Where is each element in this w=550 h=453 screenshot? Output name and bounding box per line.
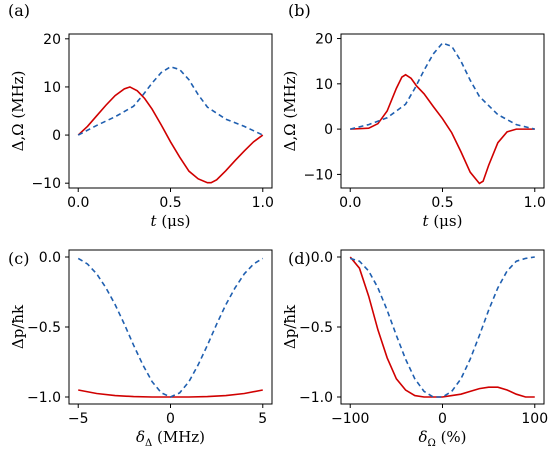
y-axis-label: Δp/ħk [281, 304, 299, 349]
panel-label: (d) [288, 249, 311, 268]
x-tick-label: −5 [68, 411, 89, 427]
y-axis-label: Δ,Ω (MHz) [281, 71, 299, 152]
x-axis-label: δΔ (MHz) [136, 428, 205, 449]
x-tick-label: 0.0 [339, 195, 361, 211]
x-tick-label: 5 [258, 411, 267, 427]
solid-series-line [77, 86, 264, 184]
dashed-series-line [77, 65, 264, 136]
panel-label: (b) [288, 1, 311, 20]
y-tick-label: 10 [43, 80, 61, 96]
y-tick-label: −10 [303, 167, 333, 183]
y-axis-label: Δp/ħk [9, 304, 27, 349]
y-tick-label: −1.0 [27, 390, 61, 406]
y-tick-label: 20 [43, 32, 61, 48]
axes-frame [340, 33, 545, 189]
dashed-series-line [77, 257, 264, 398]
y-tick-label: 10 [315, 77, 333, 93]
y-tick-label: 0.0 [311, 250, 333, 266]
panel-label: (a) [8, 1, 30, 20]
y-tick-label: 0.0 [39, 250, 61, 266]
y-tick-label: −0.5 [299, 320, 333, 336]
axes-frame [68, 249, 273, 405]
panel-d: (d) −100 0 100 −1.0 −0.5 0.0 δΩ (%) Δp/ħk [281, 249, 548, 449]
x-tick-label: 0.0 [67, 195, 89, 211]
solid-series-line [350, 73, 535, 185]
x-tick-label: 0.5 [431, 195, 453, 211]
y-tick-label: −0.5 [27, 320, 61, 336]
solid-series-line [78, 389, 263, 398]
x-axis-label: t (μs) [423, 212, 463, 230]
panel-a: (a) 0.0 0.5 1.0 −10 0 10 20 t (μs) Δ,Ω (MHz) [8, 1, 274, 230]
x-tick-label: 1.0 [252, 195, 274, 211]
x-tick-label: 100 [521, 411, 548, 427]
y-tick-label: −10 [31, 176, 61, 192]
dashed-series-line [350, 42, 535, 130]
x-tick-label: 1.0 [524, 195, 546, 211]
y-tick-label: 20 [315, 32, 333, 48]
x-tick-label: 0.5 [159, 195, 181, 211]
axes-frame [340, 249, 545, 405]
panel-label: (c) [8, 249, 29, 268]
axes-frame [68, 33, 273, 189]
panel-b: (b) 0.0 0.5 1.0 −10 0 10 20 t (μs) Δ,Ω (MHz) [281, 1, 546, 230]
x-tick-label: −100 [331, 411, 369, 427]
x-axis-label: δΩ (%) [418, 428, 466, 449]
y-tick-label: −1.0 [299, 390, 333, 406]
x-tick-label: 0 [438, 411, 447, 427]
y-tick-label: 0 [52, 128, 61, 144]
x-tick-label: 0 [166, 411, 175, 427]
y-axis-label: Δ,Ω (MHz) [9, 71, 27, 152]
panel-c: (c) −5 0 5 −1.0 −0.5 0.0 δΔ (MHz) Δp/ħk [8, 249, 273, 449]
solid-series-line [349, 256, 535, 398]
y-tick-label: 0 [324, 122, 333, 138]
x-axis-label: t (μs) [151, 212, 191, 230]
